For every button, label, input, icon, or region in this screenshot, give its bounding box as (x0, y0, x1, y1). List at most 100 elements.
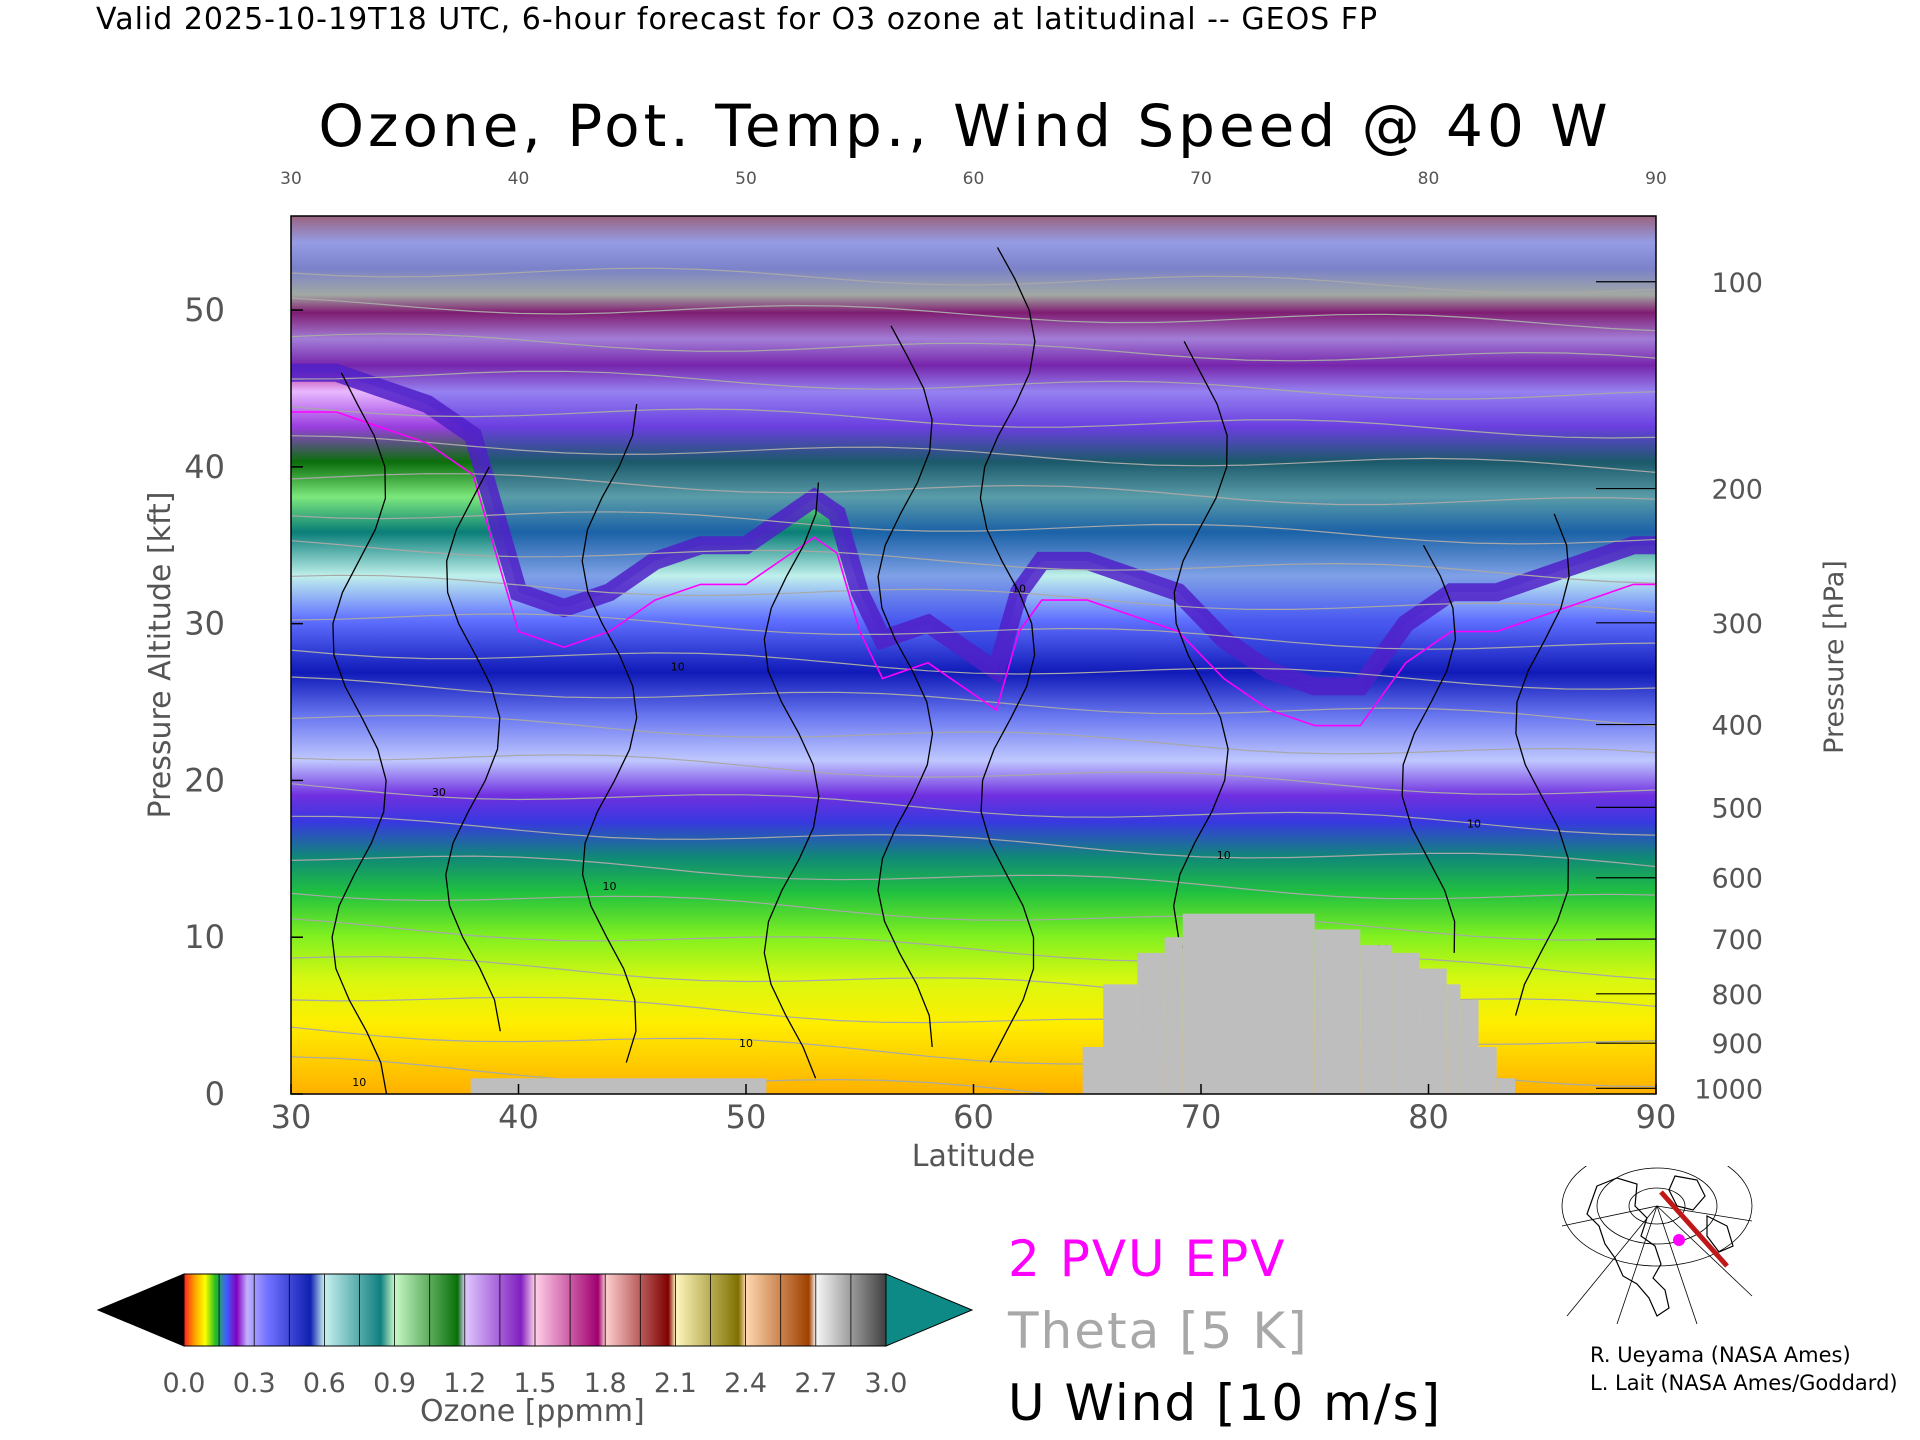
tropopause-band (291, 363, 1656, 696)
theta-contour (291, 267, 1656, 294)
x-tick-label: 30 (271, 1098, 312, 1136)
theta-contour (291, 574, 1656, 613)
x-tick-label: 40 (498, 1098, 539, 1136)
credit-line-2: L. Lait (NASA Ames/Goddard) (1590, 1371, 1898, 1395)
theta-contour (291, 511, 1656, 545)
pressure-tick-label: 800 (1711, 980, 1763, 1011)
u-wind-contour (331, 372, 388, 1094)
pressure-tick-label: 400 (1711, 711, 1763, 742)
inset-locator-map (1557, 1166, 1757, 1326)
topography-block (1082, 1047, 1104, 1094)
colorbar-tick-label: 0.6 (303, 1368, 346, 1399)
topography-block (1460, 999, 1479, 1094)
u-wind-contour (877, 325, 934, 1048)
colorbar-tick-label: 2.1 (654, 1368, 697, 1399)
pressure-tick-label: 200 (1711, 475, 1763, 506)
theta-contour (291, 676, 1656, 727)
theta-contour (291, 649, 1656, 690)
topography-block (1137, 952, 1165, 1094)
u-wind-contour (1173, 341, 1229, 969)
pressure-tick-label: 500 (1711, 793, 1763, 824)
epv-2pvu-contour (291, 411, 1656, 727)
pressure-tick-label: 300 (1711, 609, 1763, 640)
colorbar-tick-label: 1.5 (514, 1368, 557, 1399)
pressure-tick-label: 1000 (1694, 1074, 1763, 1105)
u-wind-contour (445, 466, 501, 1032)
x-tick-label: 90 (1636, 1098, 1677, 1136)
theta-contour (291, 435, 1656, 473)
colorbar-tick-label: 2.4 (724, 1368, 767, 1399)
colorbar-tick-label: 1.8 (584, 1368, 627, 1399)
colorbar-max-arrow (885, 1273, 974, 1347)
theta-contour (291, 783, 1656, 836)
right-axis-label: Pressure [hPa] (1819, 560, 1850, 754)
topography-block (1103, 984, 1138, 1094)
y-tick-label: 40 (184, 448, 225, 486)
x-tick-label: 60 (953, 1098, 994, 1136)
y-tick-label: 50 (184, 291, 225, 329)
colorbar-min-arrow (96, 1273, 185, 1347)
u-wind-contour (763, 482, 820, 1079)
topography-block (1496, 1078, 1515, 1094)
top-tick-label: 80 (1418, 169, 1440, 189)
theta-contour (291, 754, 1656, 795)
pressure-tick-label: 100 (1711, 268, 1763, 299)
wind-contour-label: 10 (352, 1076, 366, 1089)
colorbar-tick-label: 0.9 (373, 1368, 416, 1399)
colorbar-tick-label: 0.0 (163, 1368, 206, 1399)
top-tick-label: 40 (508, 169, 530, 189)
legend-epv: 2 PVU EPV (1008, 1230, 1287, 1288)
pressure-tick-label: 700 (1711, 925, 1763, 956)
x-tick-label: 50 (726, 1098, 767, 1136)
theta-contour (291, 406, 1656, 439)
legend-theta: Theta [5 K] (1008, 1302, 1309, 1360)
x-tick-label: 70 (1181, 1098, 1222, 1136)
theta-contour (291, 815, 1656, 868)
theta-contour (291, 333, 1656, 362)
y-tick-label: 10 (184, 918, 225, 956)
topography-block (1419, 968, 1447, 1094)
theta-contour (291, 714, 1656, 755)
theta-contour (291, 855, 1656, 900)
colorbar-label: Ozone [ppmm] (420, 1394, 645, 1429)
y-tick-label: 0 (205, 1075, 225, 1113)
wind-contour-label: 10 (603, 880, 617, 893)
u-wind-contour (1401, 544, 1457, 953)
u-wind-contour (1514, 513, 1570, 1016)
topography-block (1182, 913, 1315, 1094)
top-tick-label: 50 (735, 169, 757, 189)
wind-contour-label: 10 (1217, 849, 1231, 862)
credit-line-1: R. Ueyama (NASA Ames) (1590, 1343, 1851, 1367)
theta-contour (291, 540, 1656, 584)
x-tick-label: 80 (1408, 1098, 1449, 1136)
theta-contour (291, 892, 1656, 941)
wind-contour-label: 10 (739, 1037, 753, 1050)
x-axis-label: Latitude (912, 1139, 1035, 1174)
wind-contour-label: 10 (1012, 582, 1026, 595)
y-axis-label: Pressure Altitude [kft] (143, 492, 178, 819)
wind-contour-label: 10 (1467, 817, 1481, 830)
pressure-tick-label: 900 (1711, 1029, 1763, 1060)
theta-contour (291, 918, 1656, 980)
pressure-tick-label: 600 (1711, 864, 1763, 895)
theta-contour (291, 297, 1656, 332)
top-tick-label: 90 (1645, 169, 1667, 189)
chart-title: Ozone, Pot. Temp., Wind Speed @ 40 W (318, 92, 1612, 160)
wind-contour-label: 30 (432, 786, 446, 799)
topography-block (1360, 945, 1393, 1094)
topography-block (470, 1078, 767, 1094)
colorbar-tick-label: 2.7 (794, 1368, 837, 1399)
colorbar-tick-label: 3.0 (865, 1368, 908, 1399)
top-tick-label: 60 (963, 169, 985, 189)
y-tick-label: 30 (184, 605, 225, 643)
topography-block (1478, 1047, 1497, 1094)
wind-contour-label: 10 (671, 661, 685, 674)
u-wind-contour (581, 404, 638, 1063)
y-tick-label: 20 (184, 761, 225, 799)
top-tick-label: 70 (1190, 169, 1212, 189)
forecast-valid-header: Valid 2025-10-19T18 UTC, 6-hour forecast… (96, 2, 1379, 37)
topography-block (1314, 929, 1361, 1094)
colorbar-tick-label: 0.3 (233, 1368, 276, 1399)
